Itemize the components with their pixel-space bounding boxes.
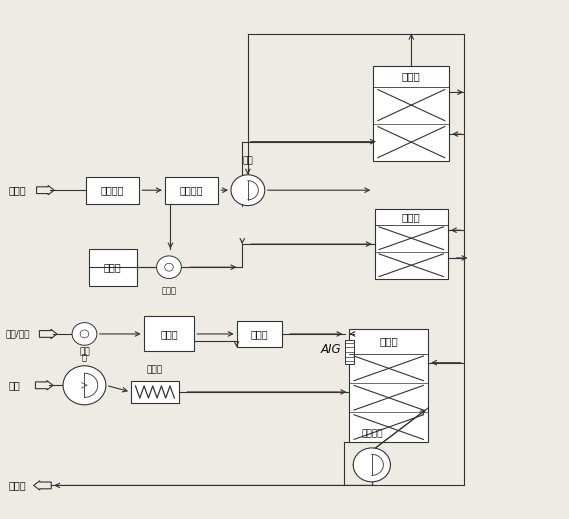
FancyBboxPatch shape bbox=[349, 329, 428, 442]
Text: 混合器: 混合器 bbox=[250, 329, 268, 339]
Circle shape bbox=[80, 330, 89, 338]
Text: 脱硝塔: 脱硝塔 bbox=[380, 336, 398, 346]
FancyBboxPatch shape bbox=[374, 210, 448, 279]
Text: 风机: 风机 bbox=[242, 157, 253, 166]
Text: 液氨/氨水: 液氨/氨水 bbox=[6, 330, 30, 338]
Circle shape bbox=[231, 175, 265, 206]
Circle shape bbox=[353, 448, 390, 482]
Text: 再生泵: 再生泵 bbox=[162, 286, 176, 295]
Text: 净烟气: 净烟气 bbox=[9, 481, 26, 490]
Text: 空气: 空气 bbox=[9, 380, 20, 390]
FancyBboxPatch shape bbox=[143, 317, 195, 351]
FancyBboxPatch shape bbox=[131, 381, 179, 403]
FancyBboxPatch shape bbox=[345, 339, 354, 364]
FancyBboxPatch shape bbox=[165, 177, 218, 203]
Text: 余热回收: 余热回收 bbox=[101, 185, 125, 195]
Circle shape bbox=[164, 263, 174, 271]
Text: 原烟气: 原烟气 bbox=[9, 185, 26, 195]
FancyBboxPatch shape bbox=[89, 249, 137, 285]
Text: 脱硫塔: 脱硫塔 bbox=[402, 71, 420, 81]
Circle shape bbox=[72, 323, 97, 345]
Circle shape bbox=[156, 256, 182, 279]
Text: 再生池: 再生池 bbox=[104, 262, 121, 272]
FancyBboxPatch shape bbox=[373, 66, 450, 161]
FancyBboxPatch shape bbox=[237, 321, 282, 347]
Circle shape bbox=[63, 366, 106, 405]
FancyBboxPatch shape bbox=[86, 177, 139, 203]
Text: 泵: 泵 bbox=[82, 353, 87, 362]
Text: AIG: AIG bbox=[321, 343, 342, 356]
Text: 加热器: 加热器 bbox=[147, 365, 163, 374]
Text: 风机: 风机 bbox=[79, 348, 90, 357]
Text: 调脉管发: 调脉管发 bbox=[180, 185, 203, 195]
Text: 氧化塔: 氧化塔 bbox=[402, 212, 420, 222]
Text: 反吹风机: 反吹风机 bbox=[361, 430, 382, 439]
Text: 蒸发器: 蒸发器 bbox=[160, 329, 178, 339]
